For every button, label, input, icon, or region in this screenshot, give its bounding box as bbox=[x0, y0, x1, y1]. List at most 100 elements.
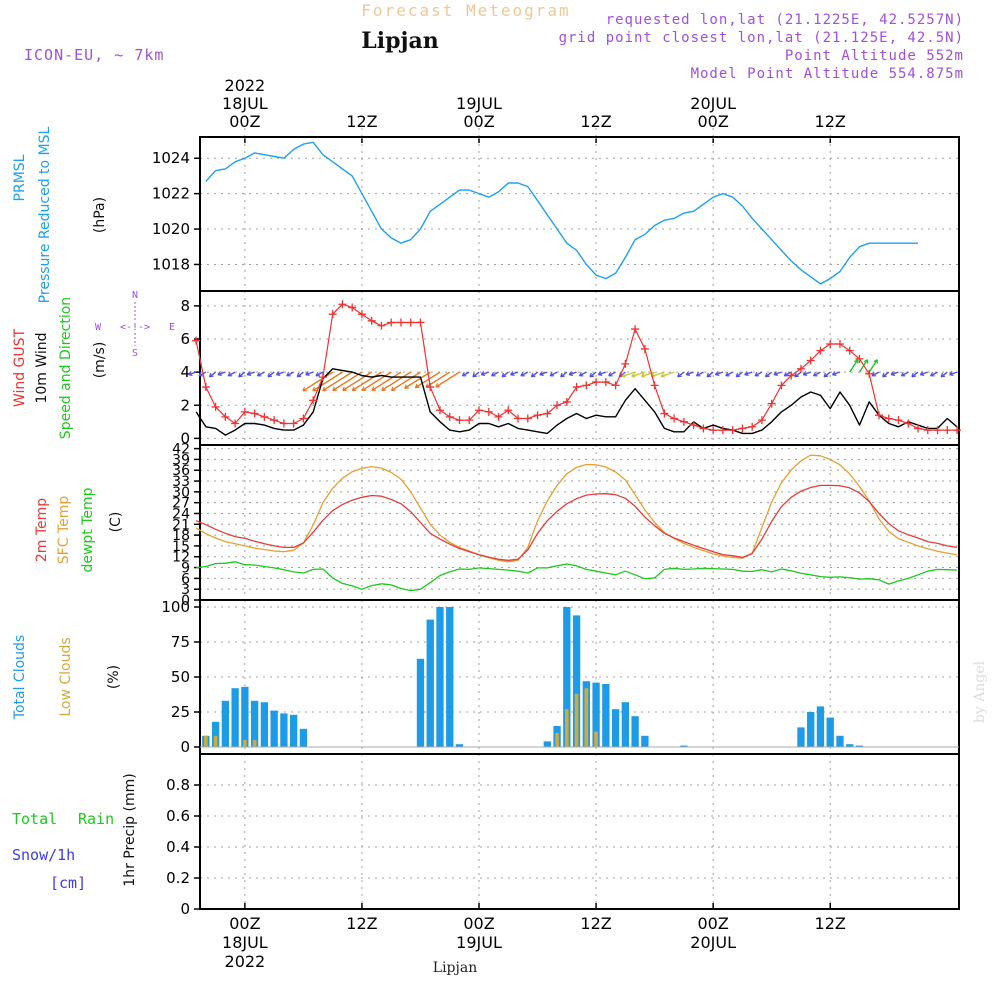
wind-arrow bbox=[715, 371, 724, 376]
wind-10m-label: 10m Wind bbox=[34, 332, 50, 403]
location-title: Lipjan bbox=[361, 28, 438, 54]
chart-top-title: Forecast Meteogram bbox=[361, 1, 570, 20]
y-tick-label: 3 bbox=[181, 582, 190, 598]
y-tick-label: 0 bbox=[180, 738, 190, 756]
low-clouds-label: Low Clouds bbox=[58, 637, 74, 716]
wind-gust-label: Wind GUST bbox=[12, 328, 28, 407]
gust-marker bbox=[767, 399, 776, 408]
wind-arrow-head bbox=[286, 371, 291, 377]
total-cloud-bar bbox=[680, 745, 688, 747]
wind-arrow bbox=[391, 371, 421, 392]
wind-arrow bbox=[783, 371, 792, 377]
y-tick-label: 0 bbox=[180, 900, 190, 918]
gust-marker bbox=[796, 364, 805, 373]
gust-marker bbox=[396, 318, 405, 327]
gust-marker bbox=[582, 381, 591, 390]
y-tick-label: 6 bbox=[180, 330, 190, 348]
wind-arrow bbox=[188, 371, 197, 376]
wind-arrow-head bbox=[823, 372, 829, 378]
wind-arrow-head bbox=[685, 371, 691, 376]
total-cloud-bar bbox=[455, 744, 464, 747]
gust-marker bbox=[318, 373, 327, 382]
gust-marker bbox=[523, 414, 532, 423]
pressure-line bbox=[205, 141, 918, 285]
wind-arrow bbox=[685, 371, 694, 376]
wind-arrow bbox=[882, 371, 890, 378]
sfc-temp-line bbox=[195, 454, 958, 563]
time-axis-label: 2022 bbox=[225, 76, 266, 95]
time-axis-label: 20JUL bbox=[690, 933, 736, 952]
cloud-bars bbox=[200, 607, 959, 748]
wind-arrow-head bbox=[390, 386, 396, 392]
gust-marker bbox=[231, 419, 240, 428]
wind-arrow bbox=[510, 371, 519, 376]
temp-sfc-label: SFC Temp bbox=[56, 496, 72, 565]
time-axis-label: 12Z bbox=[346, 914, 377, 933]
gust-marker bbox=[679, 417, 688, 426]
gust-marker bbox=[338, 300, 347, 309]
low-cloud-bar bbox=[243, 740, 247, 747]
gust-marker bbox=[348, 303, 357, 312]
gust-marker bbox=[377, 321, 386, 330]
wind-arrow-head bbox=[578, 371, 584, 377]
y-tick-label: 9 bbox=[181, 561, 190, 577]
wind-arrow-head bbox=[949, 371, 954, 376]
grid-point-coords: grid point closest lon,lat (21.125E, 42.… bbox=[559, 30, 964, 46]
gust-marker bbox=[728, 426, 737, 435]
wind-arrow-head bbox=[813, 371, 818, 377]
y-tick-label: 1024 bbox=[152, 149, 190, 167]
gust-marker bbox=[475, 406, 484, 415]
wind-arrow-head bbox=[322, 386, 327, 392]
time-axis-label: 12Z bbox=[815, 914, 846, 933]
wind-arrow-head bbox=[873, 359, 878, 364]
gust-marker bbox=[221, 412, 230, 421]
gust-marker bbox=[309, 396, 318, 405]
wind-arrow-head bbox=[351, 386, 357, 392]
wind-arrow bbox=[404, 371, 431, 389]
wind-arrow bbox=[911, 371, 919, 378]
wind-arrow-head bbox=[530, 372, 536, 378]
wind-arrow-head bbox=[480, 371, 486, 376]
wind-arrow bbox=[696, 371, 704, 377]
wind-arrow bbox=[579, 371, 587, 377]
total-cloud-bar bbox=[611, 709, 620, 747]
time-axis-label: 00Z bbox=[463, 914, 494, 933]
gust-marker bbox=[435, 406, 444, 415]
gust-marker bbox=[943, 426, 952, 435]
gust-marker bbox=[250, 409, 259, 418]
gust-marker bbox=[240, 407, 249, 416]
gust-marker bbox=[660, 409, 669, 418]
y-tick-label: 33 bbox=[172, 474, 190, 490]
wind-arrow bbox=[351, 371, 382, 392]
wind-arrow bbox=[901, 371, 909, 377]
y-tick-label: 18 bbox=[172, 528, 190, 544]
gust-marker bbox=[328, 310, 337, 319]
y-tick-label: 0.2 bbox=[166, 869, 190, 887]
wind-arrow bbox=[930, 371, 938, 377]
wind-arrow bbox=[598, 371, 607, 376]
total-cloud-bar bbox=[846, 744, 854, 747]
gust-marker bbox=[884, 414, 893, 423]
footer-location: Lipjan bbox=[433, 960, 477, 976]
y-tick-label: 25 bbox=[171, 703, 190, 721]
gust-marker bbox=[504, 406, 513, 415]
gust-marker bbox=[445, 412, 454, 421]
time-axis-label: 20JUL bbox=[690, 94, 736, 113]
temp-2m-line bbox=[195, 484, 958, 561]
wind-arrow-head bbox=[589, 372, 595, 378]
y-tick-label: 2 bbox=[180, 396, 190, 414]
time-axis-label: 19JUL bbox=[456, 94, 502, 113]
dewpoint-line bbox=[196, 561, 958, 592]
wind-arrow bbox=[641, 371, 655, 378]
time-axis-label: 00Z bbox=[229, 914, 260, 933]
time-axis-label: 2022 bbox=[225, 952, 266, 971]
wind-arrow-head bbox=[246, 371, 252, 376]
low-cloud-bar bbox=[213, 735, 218, 747]
grid-lines bbox=[200, 128, 959, 910]
prmsl-desc-label: Pressure Reduced to MSL bbox=[37, 126, 53, 303]
gust-marker bbox=[299, 414, 308, 423]
gust-marker bbox=[787, 371, 796, 380]
gust-marker bbox=[640, 344, 649, 353]
total-cloud-bar bbox=[250, 700, 259, 747]
